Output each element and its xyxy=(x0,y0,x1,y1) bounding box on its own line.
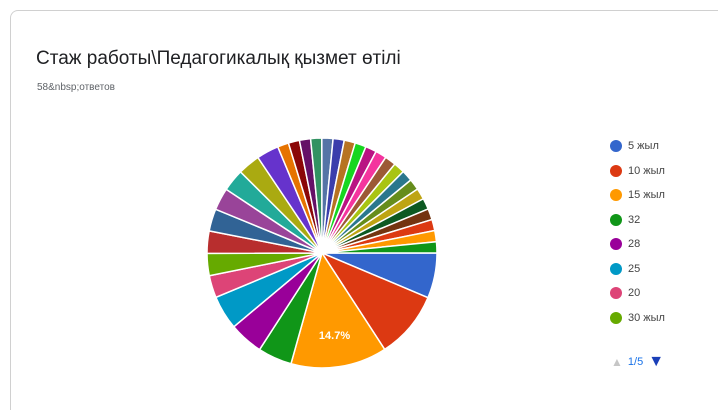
legend-label: 28 xyxy=(628,238,641,251)
chart-title: Стаж работы\Педагогикалық қызмет өтілі xyxy=(36,48,401,69)
legend-label: 30 жыл xyxy=(628,311,665,324)
legend-item[interactable]: 25 xyxy=(610,257,665,282)
legend-item[interactable]: 10 жыл xyxy=(610,159,665,184)
legend-item[interactable]: 32 xyxy=(610,208,665,233)
legend-swatch xyxy=(610,311,622,324)
legend-swatch xyxy=(610,287,622,300)
pie-chart: 14.7% xyxy=(206,137,438,369)
legend-label: 15 жыл xyxy=(628,189,665,202)
legend-item[interactable]: 20 xyxy=(610,281,665,306)
legend-item[interactable]: 28 xyxy=(610,232,665,257)
legend-item[interactable]: 5 жыл xyxy=(610,134,665,159)
legend-item[interactable]: 30 жыл xyxy=(610,306,665,331)
legend-item[interactable]: 15 жыл xyxy=(610,183,665,208)
legend-label: 20 xyxy=(628,287,641,300)
legend-swatch xyxy=(610,213,622,226)
legend-label: 32 xyxy=(628,213,641,226)
chart-legend: 5 жыл 10 жыл 15 жыл 32 28 25 20 30 жыл xyxy=(610,134,665,330)
legend-swatch xyxy=(610,262,622,275)
legend-pager: ▲ 1/5 ▼ xyxy=(611,354,664,370)
triangle-down-icon[interactable]: ▼ xyxy=(648,353,665,370)
legend-label: 25 xyxy=(628,262,641,275)
legend-swatch xyxy=(610,189,622,202)
legend-swatch xyxy=(610,140,622,153)
response-count: 58&nbsp;ответов xyxy=(37,82,115,93)
triangle-up-icon[interactable]: ▲ xyxy=(611,355,623,369)
legend-swatch xyxy=(610,238,622,251)
page-indicator: 1/5 xyxy=(627,356,644,368)
slice-percent-label: 14.7% xyxy=(319,330,350,342)
legend-label: 5 жыл xyxy=(628,140,659,153)
pie-slice-33[interactable] xyxy=(321,240,438,254)
legend-label: 10 жыл xyxy=(628,164,665,177)
legend-swatch xyxy=(610,164,622,177)
